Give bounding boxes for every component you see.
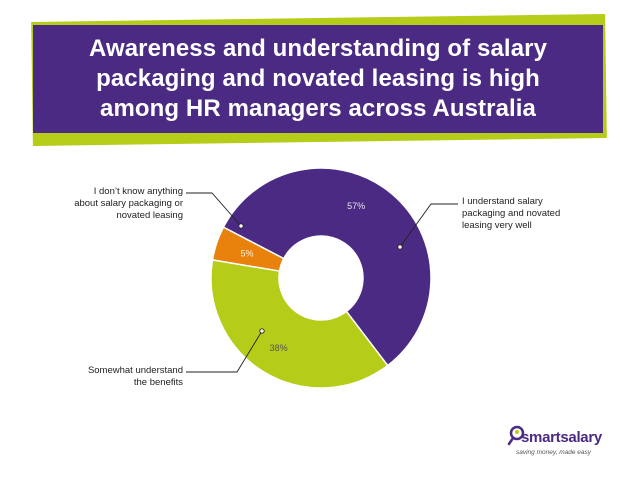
slice-label-somewhat: 38% [270, 343, 288, 353]
slice-somewhat [210, 258, 389, 389]
magnifier-person-icon [507, 425, 525, 446]
callout-understand: I understand salary packaging and novate… [462, 196, 561, 231]
logo-tagline: saving money, made easy [516, 449, 592, 456]
leader-line-dont-know [186, 192, 242, 227]
leader-dot-understand [397, 244, 403, 250]
title-banner: Awareness and understanding of salary pa… [33, 25, 603, 133]
leader-dot-dont-know [238, 223, 244, 229]
page-title: Awareness and understanding of salary pa… [88, 35, 548, 122]
leader-line-somewhat [186, 330, 263, 373]
smartsalary-logo: smartsalary saving money, made easy [506, 424, 606, 464]
logo-wordmark: smartsalary [521, 429, 602, 446]
leader-dot-somewhat [259, 328, 265, 334]
leader-line-understand [399, 203, 458, 248]
slice-label-understand: 57% [347, 201, 365, 211]
slice-label-dont-know: 5% [241, 248, 254, 258]
callout-somewhat: Somewhat understand the benefits [87, 365, 183, 388]
slice-dont-know [211, 226, 285, 272]
callout-dont-know: I don’t know anything about salary packa… [74, 186, 183, 221]
slice-understand [222, 167, 432, 367]
